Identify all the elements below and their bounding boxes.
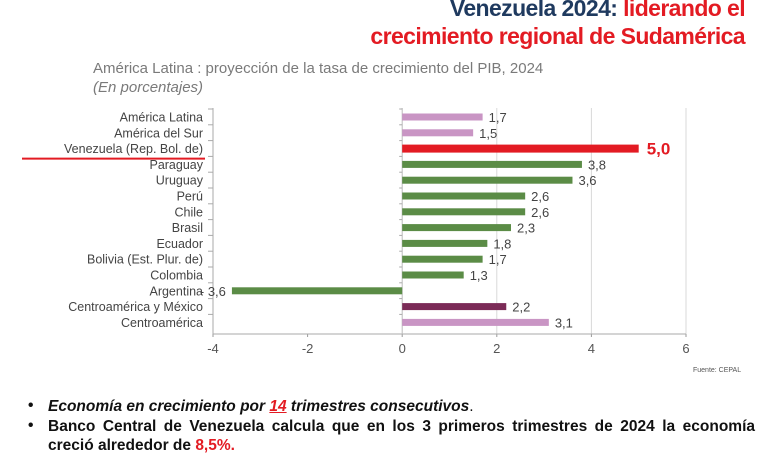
bar xyxy=(402,271,464,279)
bullet-list: • Economía en crecimiento por 14 trimest… xyxy=(28,397,755,456)
bar xyxy=(402,160,582,168)
category-label: Perú xyxy=(177,190,203,204)
chart-title: América Latina : proyección de la tasa d… xyxy=(93,60,544,77)
bar xyxy=(402,239,488,247)
chart-source: Fuente: CEPAL xyxy=(693,367,742,374)
x-tick-label: 0 xyxy=(399,341,406,356)
bar xyxy=(402,129,474,137)
value-label: 3,1 xyxy=(555,315,573,330)
category-label: Chile xyxy=(175,205,204,219)
title-part1: Venezuela 2024: xyxy=(449,0,624,21)
value-label: 1,7 xyxy=(489,252,507,267)
bullet-2-value: 8,5%. xyxy=(195,437,235,454)
page-title-line2: crecimiento regional de Sudamérica xyxy=(370,23,745,49)
category-label: Brasil xyxy=(172,221,203,235)
category-label: Ecuador xyxy=(156,237,203,251)
category-label: Centroamérica xyxy=(121,316,203,330)
bar xyxy=(231,287,403,295)
value-label: 1,8 xyxy=(493,236,511,251)
bullet-2: • Banco Central de Venezuela calcula que… xyxy=(28,417,755,454)
value-label: 5,0 xyxy=(647,140,671,159)
value-label: 2,3 xyxy=(517,221,535,236)
category-label: Colombia xyxy=(150,269,203,283)
bar xyxy=(402,318,549,326)
value-label: 2,6 xyxy=(531,189,549,204)
bar xyxy=(402,192,526,200)
page-title-line1: Venezuela 2024: liderando el xyxy=(449,0,746,21)
x-tick-label: 2 xyxy=(493,341,500,356)
value-label: 2,6 xyxy=(531,205,549,220)
title-part2: liderando el xyxy=(623,0,745,21)
x-tick-label: 4 xyxy=(588,341,595,356)
category-label: Venezuela (Rep. Bol. de) xyxy=(64,142,203,156)
value-label: 2,2 xyxy=(512,300,530,315)
bullet-1-number: 14 xyxy=(269,398,287,415)
category-label: Uruguay xyxy=(156,174,204,188)
bar xyxy=(402,113,483,121)
value-label: 3,6 xyxy=(578,173,596,188)
bar xyxy=(402,176,573,184)
category-label: Argentina xyxy=(149,284,203,298)
category-label: Centroamérica y México xyxy=(68,300,203,314)
bullet-1-text-end: trimestres consecutivos xyxy=(286,398,470,415)
value-label: 1,7 xyxy=(489,110,507,125)
bar xyxy=(402,303,507,311)
value-label: - 3,6 xyxy=(200,284,226,299)
x-tick-label: -4 xyxy=(207,341,219,356)
x-tick-label: 6 xyxy=(682,341,689,356)
bullet-1-period: . xyxy=(469,398,474,415)
category-label: Bolivia (Est. Plur. de) xyxy=(87,253,203,267)
category-label: Paraguay xyxy=(149,158,203,172)
bullet-1-text: Economía en crecimiento por xyxy=(48,398,270,415)
value-label: 3,8 xyxy=(588,157,606,172)
chart-subtitle: (En porcentajes) xyxy=(93,79,204,96)
bar xyxy=(402,208,526,216)
category-label: América Latina xyxy=(120,111,203,125)
x-tick-label: -2 xyxy=(302,341,314,356)
bar xyxy=(402,144,639,153)
value-label: 1,3 xyxy=(470,268,488,283)
category-label: América del Sur xyxy=(114,126,203,140)
bar xyxy=(402,255,483,263)
value-label: 1,5 xyxy=(479,126,497,141)
bullet-1: • Economía en crecimiento por 14 trimest… xyxy=(28,397,474,415)
bullet-2-text: Banco Central de Venezuela calcula que e… xyxy=(48,418,755,454)
bar xyxy=(402,224,511,232)
